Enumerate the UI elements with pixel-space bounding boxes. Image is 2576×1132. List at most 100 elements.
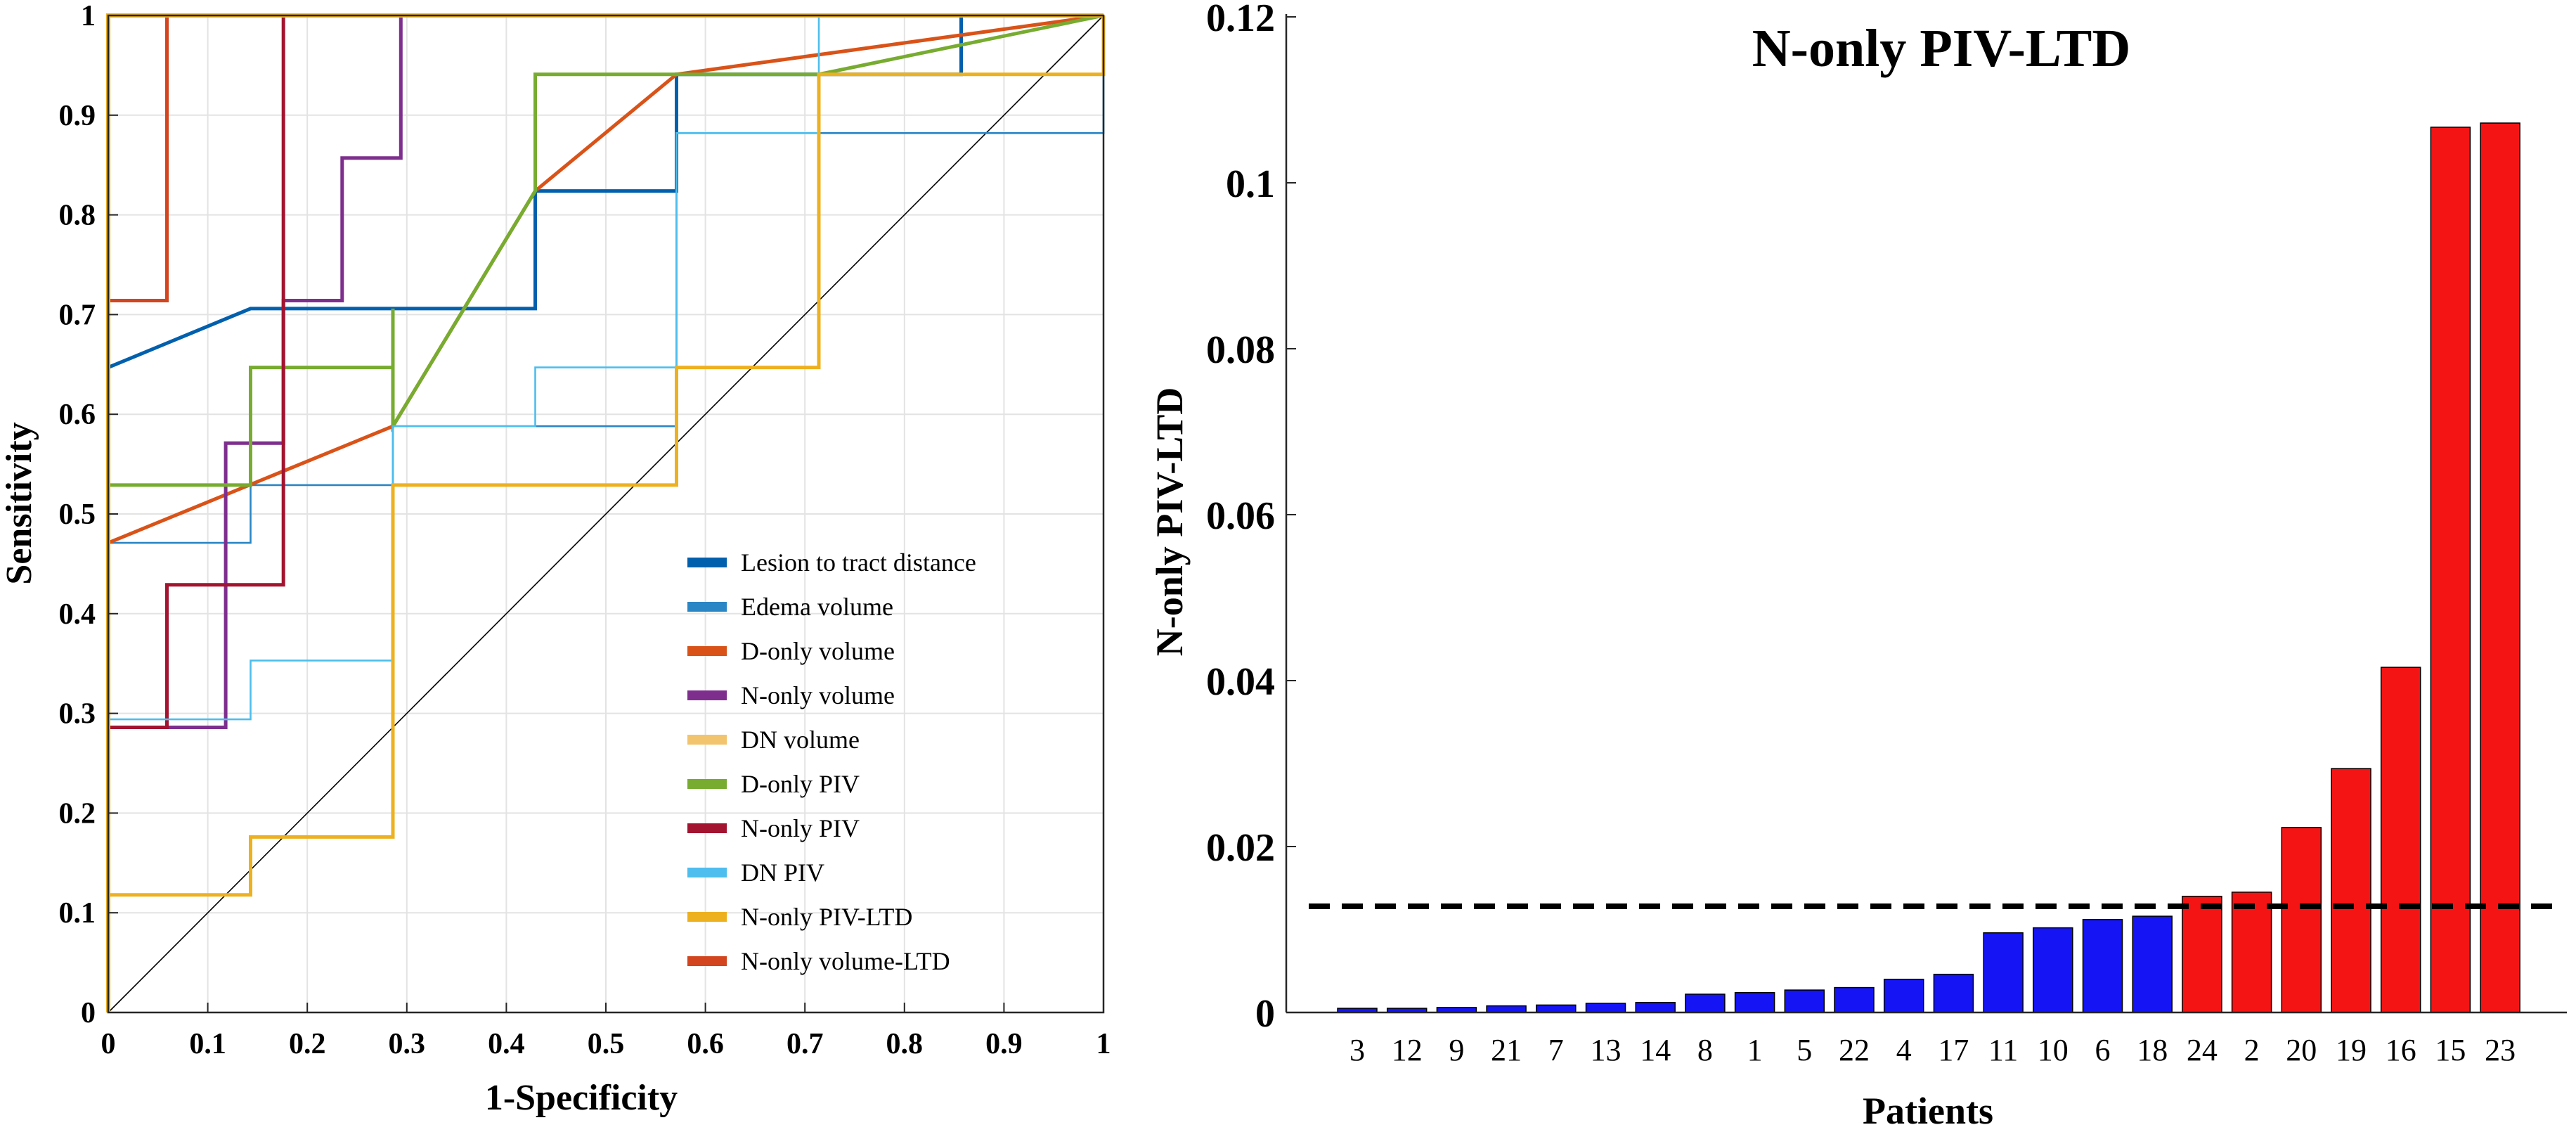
- legend-label: N-only volume: [741, 681, 895, 709]
- bar-patient-6: [2082, 919, 2123, 1013]
- roc-x-tick-label: 0.8: [886, 1028, 924, 1060]
- roc-x-tick-label: 0.6: [687, 1028, 724, 1060]
- bar-patient-21: [1486, 1005, 1527, 1013]
- legend-label: N-only volume-LTD: [741, 947, 950, 975]
- bar-patient-1: [1734, 991, 1775, 1013]
- bar-patient-13: [1585, 1003, 1626, 1013]
- bar-y-tick-label: 0.08: [1206, 328, 1275, 372]
- legend-label: DN PIV: [741, 858, 824, 887]
- bar-x-tick-label: 20: [2286, 1033, 2317, 1067]
- bar-x-tick-label: 15: [2435, 1033, 2466, 1067]
- bar-y-tick-label: 0: [1255, 992, 1275, 1036]
- bar-patient-20: [2281, 827, 2322, 1013]
- roc-x-tick-label: 0.1: [189, 1028, 226, 1060]
- legend-swatch: [687, 646, 727, 656]
- bar-x-axis-label: Patients: [1863, 1090, 1993, 1132]
- bar-x-tick-label: 4: [1896, 1033, 1912, 1067]
- roc-x-tick-label: 0.5: [588, 1028, 625, 1060]
- bar-y-tick-label: 0.12: [1206, 0, 1275, 40]
- roc-y-tick-label: 0.1: [59, 897, 96, 930]
- roc-legend: Lesion to tract distance Edema volume D-on…: [687, 548, 976, 975]
- bar-y-tick-label: 0.06: [1206, 494, 1275, 538]
- bar-patient-23: [2480, 122, 2520, 1013]
- bar-patient-7: [1536, 1004, 1577, 1013]
- roc-x-tick-label: 0.7: [787, 1028, 824, 1060]
- bar-series: [1337, 122, 2520, 1013]
- bar-patient-19: [2331, 768, 2371, 1013]
- bar-patient-22: [1834, 986, 1875, 1013]
- roc-y-tick-label: 0.3: [59, 698, 96, 731]
- legend-swatch: [687, 956, 727, 966]
- roc-y-tick-label: 0.8: [59, 200, 96, 232]
- bar-patient-15: [2430, 127, 2471, 1013]
- bar-y-tick-label: 0.1: [1226, 162, 1275, 206]
- bar-patient-8: [1685, 993, 1726, 1013]
- bar-x-tick-label: 10: [2038, 1033, 2069, 1067]
- roc-y-axis-label: Sensitivity: [0, 422, 39, 584]
- roc-x-tick-label: 0: [101, 1028, 116, 1060]
- legend-swatch: [687, 779, 727, 789]
- bar-x-tick-label: 9: [1449, 1033, 1464, 1067]
- bar-x-tick-label: 12: [1392, 1033, 1423, 1067]
- roc-y-tick-label: 0.7: [59, 299, 96, 331]
- bar-patient-18: [2132, 915, 2173, 1013]
- legend-swatch: [687, 735, 727, 745]
- roc-x-tick-label: 0.9: [985, 1028, 1023, 1060]
- roc-chart: 0 0.1 0.2 0.3 0.4 0.5 0.6 0.7 0.8 0.9 1 0 0.1 0.2 0.3…: [0, 0, 1111, 1118]
- bar-patient-14: [1635, 1002, 1676, 1013]
- bar-x-tick-label: 14: [1640, 1033, 1671, 1067]
- roc-x-tick-label: 0.4: [488, 1028, 525, 1060]
- legend-swatch: [687, 602, 727, 612]
- bar-x-tick-label: 8: [1697, 1033, 1713, 1067]
- bar-x-tick-label: 6: [2095, 1033, 2111, 1067]
- roc-x-tick-label: 0.2: [289, 1028, 326, 1060]
- legend-label: N-only PIV-LTD: [741, 903, 912, 931]
- bar-y-axis-label: N-only PIV-LTD: [1148, 387, 1191, 657]
- roc-x-tick-label: 0.3: [389, 1028, 426, 1060]
- legend-swatch: [687, 912, 727, 922]
- bar-chart-title: N-only PIV-LTD: [1752, 19, 2130, 78]
- roc-y-tick-label: 0.4: [59, 598, 96, 631]
- bar-patient-2: [2231, 892, 2272, 1013]
- bar-patient-10: [2033, 927, 2073, 1013]
- legend-swatch: [687, 868, 727, 877]
- bar-y-tick-label: 0.02: [1206, 826, 1275, 870]
- roc-x-tick-label: 1: [1096, 1028, 1111, 1060]
- bar-x-tick-label: 3: [1350, 1033, 1365, 1067]
- bar-y-tick-labels: 0 0.02 0.04 0.06 0.08 0.1 0.12: [1206, 0, 1275, 1036]
- bar-patient-24: [2182, 896, 2222, 1013]
- legend-label: D-only volume: [741, 637, 895, 665]
- bar-x-tick-label: 18: [2137, 1033, 2168, 1067]
- bar-chart: N-only PIV-LTD 00.020.040.060.080.10.12 …: [1148, 0, 2567, 1132]
- bar-x-tick-label: 21: [1491, 1033, 1522, 1067]
- bar-x-tick-label: 19: [2336, 1033, 2367, 1067]
- bar-x-tick-label: 1: [1747, 1033, 1763, 1067]
- bar-x-tick-labels: 3 12 9 21 7 13 14 8 1 5 22 4 17 11 10 6 18 24 2 20 19 16 15 23: [1350, 1033, 2516, 1067]
- bar-x-tick-label: 16: [2386, 1033, 2416, 1067]
- legend-swatch: [687, 558, 727, 567]
- roc-curve-9: [108, 15, 1106, 897]
- roc-y-tick-label: 0: [81, 997, 96, 1029]
- legend-swatch: [687, 690, 727, 700]
- bar-x-tick-label: 23: [2485, 1033, 2516, 1067]
- roc-y-tick-label: 0.6: [59, 399, 96, 431]
- roc-y-tick-label: 0.2: [59, 797, 96, 830]
- legend-label: D-only PIV: [741, 770, 860, 798]
- bar-x-tick-label: 22: [1839, 1033, 1870, 1067]
- bar-x-tick-label: 7: [1548, 1033, 1564, 1067]
- bar-x-tick-label: 2: [2244, 1033, 2260, 1067]
- legend-label: DN volume: [741, 726, 860, 754]
- roc-y-tick-label: 0.5: [59, 499, 96, 531]
- bar-x-tick-label: 24: [2187, 1033, 2218, 1067]
- legend-label: Edema volume: [741, 593, 893, 621]
- bar-y-tick-label: 0.04: [1206, 660, 1275, 704]
- roc-axes-box: [107, 14, 1105, 1014]
- chance-diagonal-line: [108, 15, 1104, 1013]
- roc-curve-6: [108, 13, 1104, 487]
- bar-x-tick-label: 17: [1938, 1033, 1969, 1067]
- roc-x-tick-labels: 0 0.1 0.2 0.3 0.4 0.5 0.6 0.7 0.8 0.9 1: [101, 1028, 1111, 1060]
- bar-patient-11: [1983, 932, 2024, 1013]
- bar-patient-4: [1883, 979, 1924, 1013]
- legend-label: N-only PIV: [741, 814, 860, 842]
